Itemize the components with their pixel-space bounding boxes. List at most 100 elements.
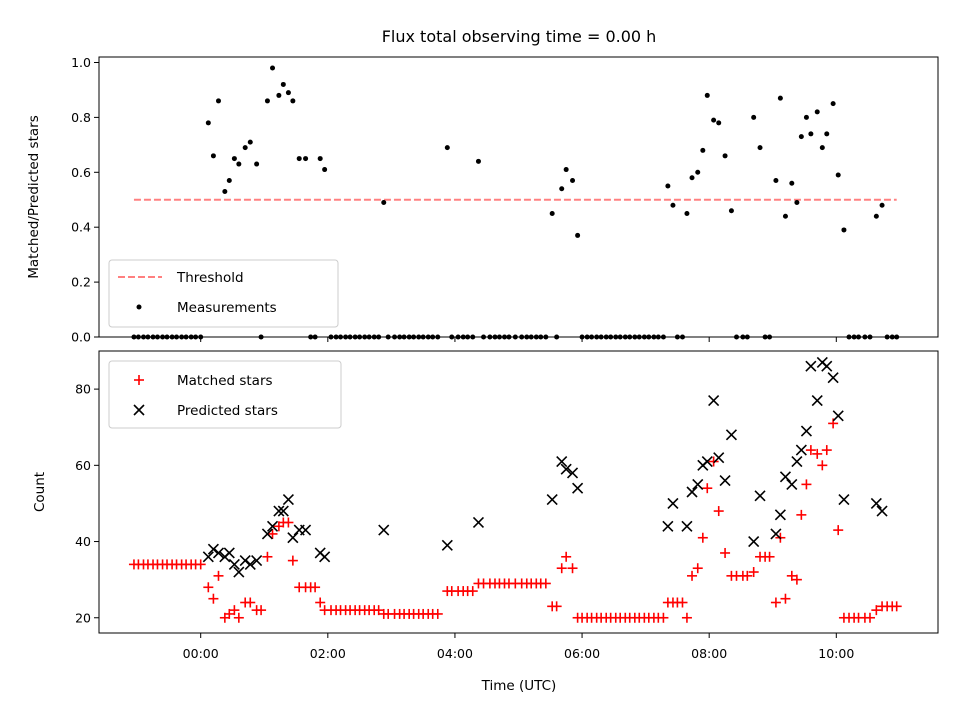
matched-star-point [467, 586, 478, 597]
top-y-tick-label: 0.8 [71, 110, 91, 125]
predicted-star-point [681, 520, 693, 532]
predicted-star-point [713, 452, 725, 464]
measurement-point [264, 98, 270, 104]
measurement-point [704, 92, 710, 98]
predicted-star-point [662, 520, 674, 532]
x-tick-label: 00:00 [183, 646, 219, 661]
measurement-point [700, 147, 706, 153]
measurement-point [798, 134, 804, 140]
legend-matched-swatch [134, 375, 144, 385]
bottom-y-tick-label: 40 [75, 534, 91, 549]
measurement-point [444, 145, 450, 151]
predicted-star-point [701, 455, 713, 468]
measurement-point [695, 169, 701, 175]
measurement-point [303, 156, 309, 162]
predicted-star-point [754, 490, 766, 502]
bottom-panel-x-ticks: 00:00 02:00 04:00 06:00 08:00 10:00 [183, 633, 854, 661]
measurement-point [830, 101, 836, 107]
matched-star-point [817, 460, 828, 471]
measurement-point [254, 161, 260, 167]
predicted-star-point [805, 360, 817, 372]
matched-star-point [871, 605, 882, 616]
top-panel-y-ticks: 0.0 0.2 0.4 0.6 0.8 1.0 [71, 55, 99, 345]
measurement-point [773, 178, 779, 184]
predicted-star-point [266, 520, 279, 532]
measurement-point [689, 175, 695, 181]
legend-predicted-label: Predicted stars [177, 403, 278, 419]
matched-star-point [315, 597, 326, 608]
predicted-star-point [692, 478, 704, 490]
matched-star-point [567, 563, 578, 574]
bottom-panel-y-ticks: 20 40 60 80 [75, 382, 99, 625]
predicted-star-point [566, 467, 579, 479]
legend-matched-label: Matched stars [177, 373, 273, 389]
predicted-star-point [838, 494, 850, 506]
bottom-y-tick-label: 80 [75, 382, 91, 397]
matched-star-point [786, 570, 797, 581]
measurement-point [242, 145, 248, 151]
predicted-star-point [300, 524, 312, 536]
top-y-tick-label: 0.2 [71, 275, 91, 290]
measurement-point [728, 208, 734, 214]
predicted-star-point [774, 509, 786, 521]
matched-star-point [692, 563, 703, 574]
measurement-point [782, 213, 788, 219]
measurement-point [290, 98, 296, 104]
measurement-point [751, 114, 757, 120]
measurement-point [270, 65, 276, 71]
matched-star-point [283, 517, 294, 528]
measurement-point [381, 199, 387, 205]
measurement-point [559, 186, 565, 192]
predicted-star-point [719, 475, 731, 487]
predicted-star-point [800, 425, 812, 437]
matched-star-point [742, 570, 753, 581]
matched-star-point [540, 578, 551, 589]
matched-star-point [770, 597, 781, 608]
legend-predicted-swatch [133, 404, 145, 416]
matched-star-point [310, 582, 321, 593]
top-panel-legend: Threshold Measurements [108, 259, 339, 328]
measurement-point [841, 227, 847, 233]
measurement-point [716, 120, 722, 126]
matched-star-point [720, 547, 731, 558]
measurement-point [873, 213, 879, 219]
predicted-star-point [770, 528, 782, 540]
measurement-point [563, 167, 569, 173]
matched-star-point [821, 445, 832, 456]
measurement-point [879, 202, 885, 208]
predicted-star-point [708, 394, 720, 407]
predicted-star-point [556, 455, 568, 468]
predicted-star-point [725, 429, 737, 441]
matched-star-point [713, 506, 724, 517]
x-tick-label: 04:00 [437, 646, 473, 661]
top-panel-y-axis-label: Matched/Predicted stars [26, 115, 42, 278]
x-axis-label: Time (UTC) [481, 678, 557, 694]
measurement-point [757, 145, 763, 151]
top-panel-frame [98, 56, 939, 338]
predicted-star-point [876, 505, 888, 517]
predicted-star-point [472, 516, 485, 529]
matched-star-point [681, 612, 692, 623]
measurement-point [824, 131, 830, 137]
measurement-point [280, 81, 286, 87]
measurement-point [575, 232, 581, 238]
measurement-point [222, 189, 228, 195]
predicted-star-point [287, 532, 299, 544]
predicted-star-point [560, 463, 572, 475]
matched-star-point [233, 612, 244, 623]
matched-star-point [203, 582, 214, 593]
measurement-point [803, 114, 809, 120]
measurement-point [231, 156, 237, 162]
matched-star-point [208, 593, 219, 604]
x-tick-label: 08:00 [691, 646, 727, 661]
matched-star-point [796, 509, 807, 520]
measurement-point [570, 178, 576, 184]
legend-measurements-swatch [136, 304, 142, 310]
predicted-star-point [228, 558, 240, 570]
matched-star-point [245, 597, 256, 608]
matched-star-point [287, 555, 298, 566]
measurement-point [317, 156, 323, 162]
measurement-point [665, 183, 671, 189]
predicted-star-point [319, 551, 331, 563]
matched-star-point [229, 605, 240, 616]
